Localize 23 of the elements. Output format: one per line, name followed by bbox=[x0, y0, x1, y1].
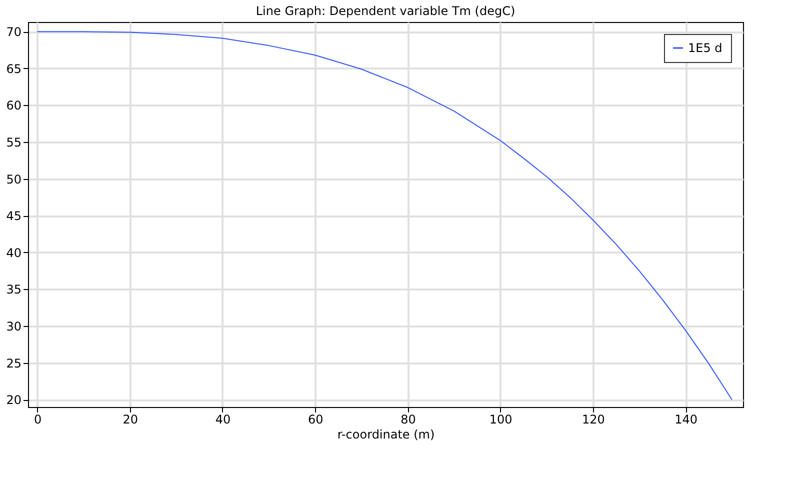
x-tick-label: 60 bbox=[308, 412, 324, 426]
x-tick-label: 20 bbox=[122, 412, 138, 426]
y-tick-label: 65 bbox=[6, 62, 22, 76]
y-tick-label: 40 bbox=[6, 246, 22, 260]
legend-label: 1E5 d bbox=[688, 41, 722, 55]
y-tick-label: 50 bbox=[6, 172, 22, 186]
x-tick-label: 40 bbox=[215, 412, 231, 426]
x-tick-label: 140 bbox=[674, 412, 698, 426]
line-series bbox=[36, 31, 732, 400]
x-axis-title: r-coordinate (m) bbox=[337, 428, 435, 442]
y-tick-label: 70 bbox=[6, 25, 22, 40]
y-tick-label: 30 bbox=[6, 320, 22, 334]
x-tick-label: 120 bbox=[582, 412, 605, 426]
y-tick-label: 35 bbox=[6, 282, 22, 297]
chart-title: Line Graph: Dependent variable Tm (degC) bbox=[256, 4, 516, 18]
y-tick-label: 60 bbox=[6, 98, 22, 113]
y-tick-label: 55 bbox=[6, 135, 22, 150]
x-tick-label: 0 bbox=[34, 412, 42, 426]
x-tick-label: 80 bbox=[400, 412, 416, 426]
y-tick-label: 20 bbox=[6, 393, 22, 408]
y-tick-label: 45 bbox=[6, 209, 22, 224]
y-tick-label: 25 bbox=[6, 356, 22, 370]
x-tick-label: 100 bbox=[489, 412, 512, 426]
